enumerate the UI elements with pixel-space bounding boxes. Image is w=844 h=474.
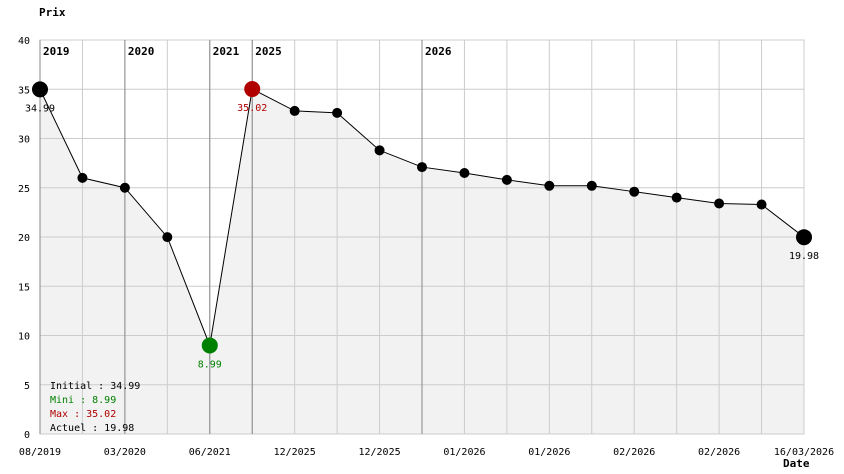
- data-point: [417, 162, 427, 173]
- y-tick-label: 40: [18, 36, 30, 47]
- point-value-label: 35.02: [237, 103, 267, 114]
- data-point: [714, 198, 725, 209]
- x-tick-label: 12/2025: [358, 447, 400, 458]
- data-point: [544, 180, 555, 191]
- y-tick-label: 10: [18, 332, 30, 343]
- year-label: 2026: [425, 45, 452, 58]
- data-point: [501, 174, 512, 185]
- point-value-label: 8.99: [198, 359, 222, 370]
- x-tick-label: 06/2021: [189, 447, 231, 458]
- x-tick-label: 02/2026: [698, 447, 740, 458]
- year-label: 2025: [255, 45, 282, 58]
- highlight-point: [796, 229, 812, 246]
- legend-entry: Mini : 8.99: [50, 395, 116, 406]
- x-tick-label: 16/03/2026: [774, 447, 834, 458]
- y-tick-label: 0: [24, 430, 30, 441]
- data-point: [586, 180, 597, 191]
- data-point: [629, 186, 640, 197]
- data-point: [289, 105, 300, 116]
- data-point: [162, 232, 173, 243]
- y-tick-label: 20: [18, 233, 30, 244]
- highlight-point: [32, 81, 48, 98]
- x-tick-label: 08/2019: [19, 447, 61, 458]
- year-label: 2021: [213, 45, 240, 58]
- data-point: [459, 167, 470, 178]
- y-tick-label: 15: [18, 282, 30, 293]
- highlight-point: [244, 81, 261, 98]
- data-point: [756, 199, 767, 210]
- y-axis-title: Prix: [39, 6, 66, 19]
- x-tick-label: 02/2026: [613, 447, 655, 458]
- highlight-point: [201, 337, 218, 354]
- y-tick-label: 25: [18, 184, 30, 195]
- data-point: [671, 192, 682, 203]
- data-point: [374, 145, 385, 156]
- legend-entry: Initial : 34.99: [50, 381, 140, 392]
- legend-entry: Max : 35.02: [50, 409, 116, 420]
- data-point: [119, 182, 130, 193]
- point-value-label: 19.98: [789, 251, 819, 262]
- year-label: 2020: [128, 45, 155, 58]
- y-tick-label: 30: [18, 135, 30, 146]
- x-axis-title: Date: [783, 457, 810, 470]
- legend-entry: Actuel : 19.98: [50, 423, 134, 434]
- y-tick-label: 35: [18, 85, 30, 96]
- point-value-label: 34.99: [25, 103, 55, 114]
- x-tick-label: 03/2020: [104, 447, 146, 458]
- x-tick-label: 01/2026: [443, 447, 485, 458]
- year-marker-layer: [39, 40, 423, 434]
- y-tick-label: 5: [24, 381, 30, 392]
- data-point: [77, 172, 88, 183]
- year-label: 2019: [43, 45, 70, 58]
- x-tick-label: 12/2025: [274, 447, 316, 458]
- points-layer: [32, 81, 812, 354]
- data-point: [332, 107, 343, 118]
- x-tick-label: 01/2026: [528, 447, 570, 458]
